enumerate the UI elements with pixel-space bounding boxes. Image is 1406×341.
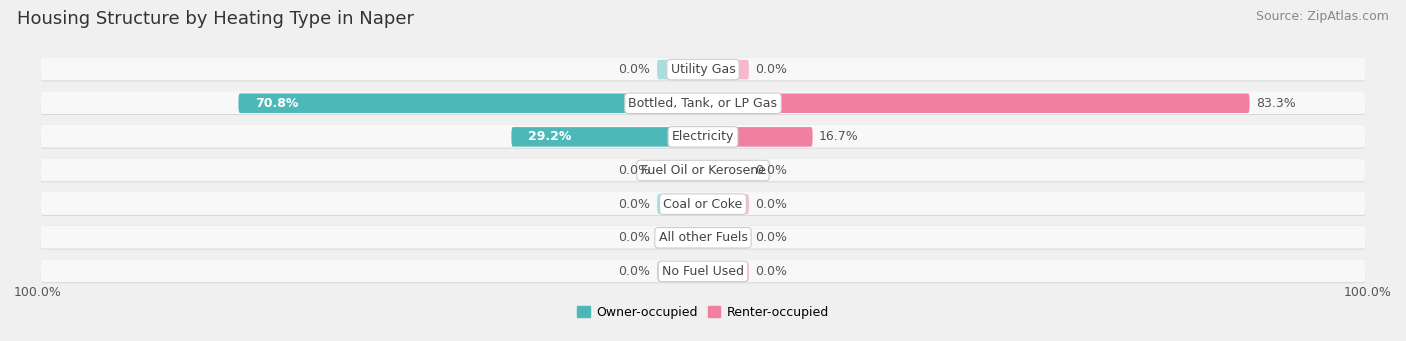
Text: 70.8%: 70.8% bbox=[254, 97, 298, 110]
Text: 0.0%: 0.0% bbox=[755, 231, 787, 244]
FancyBboxPatch shape bbox=[41, 125, 1365, 148]
FancyBboxPatch shape bbox=[657, 262, 703, 281]
FancyBboxPatch shape bbox=[703, 262, 749, 281]
Text: 100.0%: 100.0% bbox=[1344, 286, 1392, 299]
FancyBboxPatch shape bbox=[239, 93, 703, 113]
Text: 0.0%: 0.0% bbox=[619, 231, 651, 244]
FancyBboxPatch shape bbox=[703, 228, 749, 248]
Text: Electricity: Electricity bbox=[672, 130, 734, 143]
Text: 0.0%: 0.0% bbox=[755, 198, 787, 211]
Text: 0.0%: 0.0% bbox=[619, 265, 651, 278]
Text: 83.3%: 83.3% bbox=[1256, 97, 1296, 110]
FancyBboxPatch shape bbox=[41, 91, 1365, 114]
FancyBboxPatch shape bbox=[41, 226, 1365, 249]
Text: 0.0%: 0.0% bbox=[755, 164, 787, 177]
Text: Housing Structure by Heating Type in Naper: Housing Structure by Heating Type in Nap… bbox=[17, 10, 413, 28]
FancyBboxPatch shape bbox=[41, 125, 1365, 149]
FancyBboxPatch shape bbox=[41, 192, 1365, 216]
Text: Fuel Oil or Kerosene: Fuel Oil or Kerosene bbox=[641, 164, 765, 177]
FancyBboxPatch shape bbox=[41, 226, 1365, 250]
Text: 0.0%: 0.0% bbox=[755, 63, 787, 76]
FancyBboxPatch shape bbox=[657, 228, 703, 248]
FancyBboxPatch shape bbox=[41, 259, 1365, 283]
Text: 0.0%: 0.0% bbox=[619, 164, 651, 177]
FancyBboxPatch shape bbox=[703, 127, 813, 147]
FancyBboxPatch shape bbox=[703, 194, 749, 214]
FancyBboxPatch shape bbox=[703, 161, 749, 180]
Text: All other Fuels: All other Fuels bbox=[658, 231, 748, 244]
Text: Source: ZipAtlas.com: Source: ZipAtlas.com bbox=[1256, 10, 1389, 23]
FancyBboxPatch shape bbox=[41, 91, 1365, 115]
Text: 29.2%: 29.2% bbox=[527, 130, 571, 143]
FancyBboxPatch shape bbox=[512, 127, 703, 147]
Text: 16.7%: 16.7% bbox=[820, 130, 859, 143]
FancyBboxPatch shape bbox=[41, 58, 1365, 80]
Text: Bottled, Tank, or LP Gas: Bottled, Tank, or LP Gas bbox=[628, 97, 778, 110]
Text: Utility Gas: Utility Gas bbox=[671, 63, 735, 76]
FancyBboxPatch shape bbox=[703, 93, 1250, 113]
Text: 0.0%: 0.0% bbox=[755, 265, 787, 278]
FancyBboxPatch shape bbox=[657, 60, 703, 79]
Text: 100.0%: 100.0% bbox=[14, 286, 62, 299]
Text: 0.0%: 0.0% bbox=[619, 198, 651, 211]
FancyBboxPatch shape bbox=[657, 194, 703, 214]
FancyBboxPatch shape bbox=[41, 192, 1365, 215]
FancyBboxPatch shape bbox=[41, 158, 1365, 182]
Legend: Owner-occupied, Renter-occupied: Owner-occupied, Renter-occupied bbox=[572, 301, 834, 324]
FancyBboxPatch shape bbox=[41, 158, 1365, 181]
FancyBboxPatch shape bbox=[41, 58, 1365, 81]
Text: Coal or Coke: Coal or Coke bbox=[664, 198, 742, 211]
FancyBboxPatch shape bbox=[41, 259, 1365, 282]
Text: No Fuel Used: No Fuel Used bbox=[662, 265, 744, 278]
FancyBboxPatch shape bbox=[657, 161, 703, 180]
Text: 0.0%: 0.0% bbox=[619, 63, 651, 76]
FancyBboxPatch shape bbox=[703, 60, 749, 79]
